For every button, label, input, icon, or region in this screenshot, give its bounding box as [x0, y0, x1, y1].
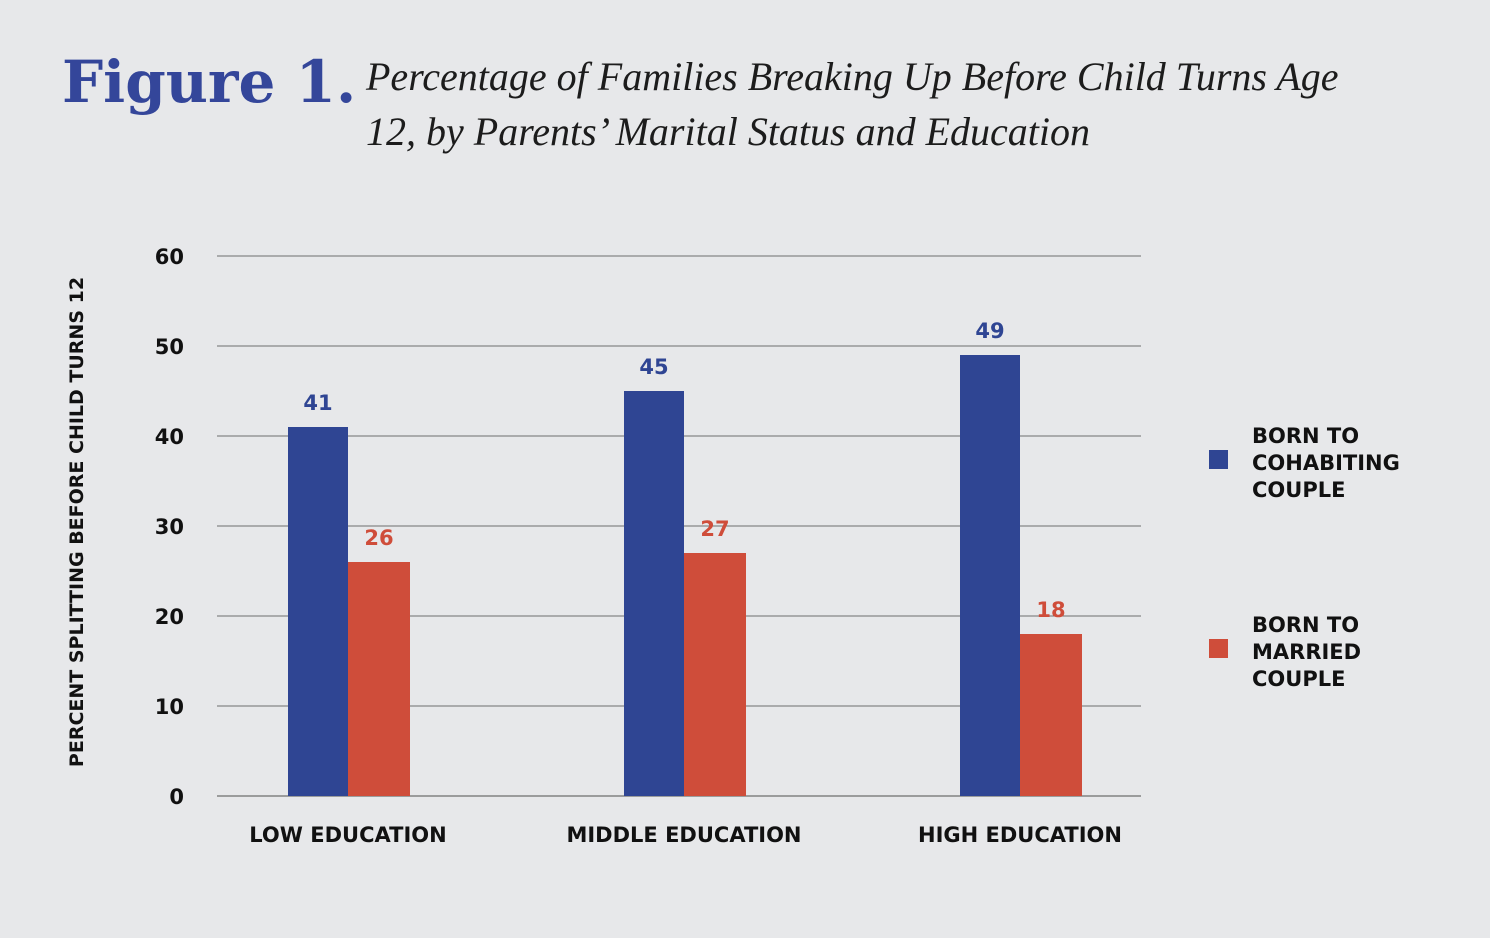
y-axis-label: PERCENT SPLITTING BEFORE CHILD TURNS 12 [66, 277, 88, 767]
bar-married-2 [684, 553, 746, 796]
data-label-married-1: 26 [364, 526, 393, 550]
legend-swatch-married [1209, 639, 1228, 658]
chart-title-line-2: 12, by Parents’ Marital Status and Educa… [366, 109, 1090, 154]
bar-married-1 [348, 562, 410, 796]
y-tick-label: 0 [169, 785, 184, 809]
bar-cohabiting-1 [288, 427, 348, 796]
data-label-cohabiting-3: 49 [975, 319, 1004, 343]
data-labels: 41 26 45 27 49 18 [303, 319, 1065, 622]
legend-label-cohabiting: COHABITING [1252, 451, 1400, 475]
data-label-cohabiting-1: 41 [303, 391, 332, 415]
bar-married-3 [1020, 634, 1082, 796]
data-label-married-2: 27 [700, 517, 729, 541]
data-label-married-3: 18 [1036, 598, 1065, 622]
legend-label-married: BORN TO [1252, 613, 1359, 637]
legend: BORN TO COHABITING COUPLE BORN TO MARRIED COU… [1209, 424, 1400, 691]
y-tick-label: 10 [155, 695, 184, 719]
legend-label-cohabiting: COUPLE [1252, 478, 1345, 502]
chart-title-line-1: Percentage of Families Breaking Up Befor… [365, 54, 1338, 99]
x-category-label: MIDDLE EDUCATION [566, 823, 801, 847]
x-category-label: HIGH EDUCATION [918, 823, 1122, 847]
x-axis-categories: LOW EDUCATION MIDDLE EDUCATION HIGH EDUCAT… [249, 823, 1122, 847]
y-tick-label: 50 [155, 335, 184, 359]
bar-cohabiting-2 [624, 391, 684, 796]
figure-label: Figure 1. [62, 48, 356, 116]
y-tick-label: 60 [155, 245, 184, 269]
data-label-cohabiting-2: 45 [639, 355, 668, 379]
y-tick-label: 30 [155, 515, 184, 539]
y-tick-label: 40 [155, 425, 184, 449]
y-tick-label: 20 [155, 605, 184, 629]
x-category-label: LOW EDUCATION [249, 823, 446, 847]
legend-label-married: MARRIED [1252, 640, 1361, 664]
legend-label-cohabiting: BORN TO [1252, 424, 1359, 448]
y-axis-ticks: 0 10 20 30 40 50 60 [155, 245, 184, 809]
bars [288, 355, 1082, 796]
legend-label-married: COUPLE [1252, 667, 1345, 691]
legend-swatch-cohabiting [1209, 450, 1228, 469]
bar-cohabiting-3 [960, 355, 1020, 796]
